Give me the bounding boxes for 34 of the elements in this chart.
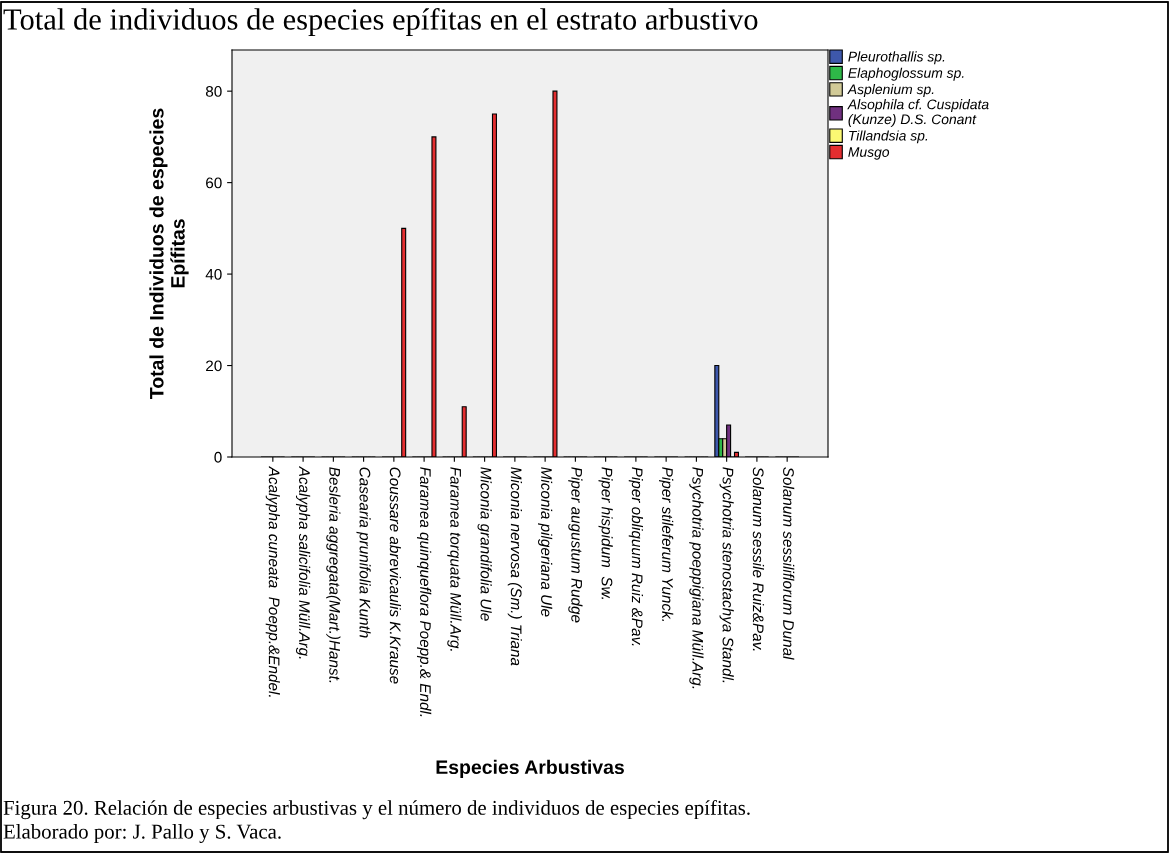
x-tick-label: Casearia prunifolia Kunth <box>356 467 371 638</box>
text: Figura 20. Relación de especies arbustivas y el número de individuos de especies epífitas. <box>3 800 750 820</box>
y-tick-label: 80 <box>205 86 222 97</box>
x-tick-label: Solanum sessiliflorum Dunal <box>783 467 795 660</box>
x-tick-label: Solanum sessile Ruiz&Pav. <box>752 467 765 651</box>
x-tick-label: Miconia grandifolia Ule <box>477 467 492 621</box>
y-axis-title: Total de Individuos de especies Epífitas <box>149 108 189 399</box>
legend-label: Tillandsia sp. <box>849 130 928 144</box>
x-tick-label: Piper hispidum Sw. <box>598 467 613 600</box>
x-tick-label: Coussare abrevicaulis K.Krause <box>389 467 401 684</box>
y-tick-label: 0 <box>214 451 222 463</box>
x-tick-label: Faramea quinqueflora Poepp.& Endl. <box>416 467 432 717</box>
x-tick-label: Piper augustum Rudge <box>568 467 583 623</box>
legend-label: Alsophila cf. Cuspidata (Kunze) D.S. Conant <box>847 99 989 127</box>
x-tick-label: Piper stileferum Yunck. <box>659 467 674 622</box>
x-tick-label: Acalypha salicifolia Müll.Arg. <box>295 465 311 659</box>
legend-label: Pleurothallis sp. <box>848 51 945 65</box>
legend-label: Asplenium sp. <box>847 84 934 97</box>
y-tick-label: 60 <box>206 177 222 189</box>
x-tick-label: Piper obliquum Ruiz &Pav. <box>628 467 644 646</box>
x-tick-label: Acalypha cuneata Poepp.&Endel. <box>265 465 280 697</box>
chart-title: Total de individuos de especies epífitas en el estrato arbustivo <box>3 8 758 37</box>
x-tick-label: Besleria aggregata(Mart.)Hanst. <box>326 467 341 683</box>
x-tick-label: Psychotria poeppigiana Müll.Arg. <box>689 467 704 689</box>
x-axis-title: Especies Arbustivas <box>436 759 624 778</box>
y-tick-label: 20 <box>206 360 222 372</box>
legend-label: Elaphoglossum sp. <box>848 67 964 81</box>
y-tick-label: 40 <box>205 268 222 280</box>
x-tick-label: Psychotria stenostachya Standl. <box>719 467 734 683</box>
x-tick-label: Miconia pilgeriana Ule <box>538 467 553 617</box>
x-tick-label: Faramea torquata Müll.Arg. <box>447 467 462 651</box>
text: Elaborado por: J. Pallo y S. Vaca. <box>3 824 281 843</box>
legend-label: Musgo <box>848 147 890 160</box>
x-tick-label: Miconia nervosa (Sm.) Triana <box>507 467 522 666</box>
